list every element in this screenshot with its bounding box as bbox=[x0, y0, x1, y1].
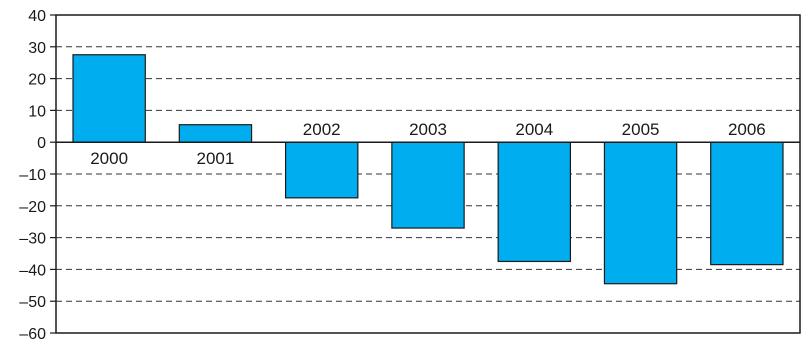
y-tick-label: 20 bbox=[28, 72, 46, 89]
y-tick-label: 0 bbox=[37, 135, 46, 152]
y-axis-ticks: 40 30 20 10 0 –10 –20 –30 –40 –50 –60 bbox=[19, 8, 56, 343]
y-tick-label: –50 bbox=[19, 294, 46, 311]
category-label-2001: 2001 bbox=[197, 149, 235, 168]
bar-2001 bbox=[178, 124, 253, 143]
y-tick-label: 40 bbox=[28, 8, 46, 25]
category-label-2006: 2006 bbox=[728, 120, 766, 139]
y-tick-label: 10 bbox=[28, 103, 46, 120]
bar-2004 bbox=[497, 141, 572, 263]
y-tick-label: –60 bbox=[19, 326, 46, 343]
bar-2005 bbox=[603, 141, 678, 285]
category-label-2000: 2000 bbox=[90, 149, 128, 168]
y-tick-label: –40 bbox=[19, 262, 46, 279]
category-labels: 2000 2001 2002 2003 2004 2005 2006 bbox=[90, 120, 766, 168]
bar-2006 bbox=[710, 141, 784, 266]
bar-2002 bbox=[284, 141, 359, 199]
category-label-2002: 2002 bbox=[303, 120, 341, 139]
y-tick-label: 30 bbox=[28, 40, 46, 57]
category-label-2005: 2005 bbox=[622, 120, 660, 139]
category-label-2004: 2004 bbox=[515, 120, 553, 139]
bar-2003 bbox=[391, 141, 465, 229]
y-tick-label: –10 bbox=[19, 167, 46, 184]
y-tick-label: –30 bbox=[19, 231, 46, 248]
plot-frame bbox=[55, 14, 801, 334]
category-label-2003: 2003 bbox=[409, 120, 447, 139]
bars bbox=[72, 54, 784, 285]
bar-2000 bbox=[72, 54, 146, 143]
y-tick-label: –20 bbox=[19, 199, 46, 216]
